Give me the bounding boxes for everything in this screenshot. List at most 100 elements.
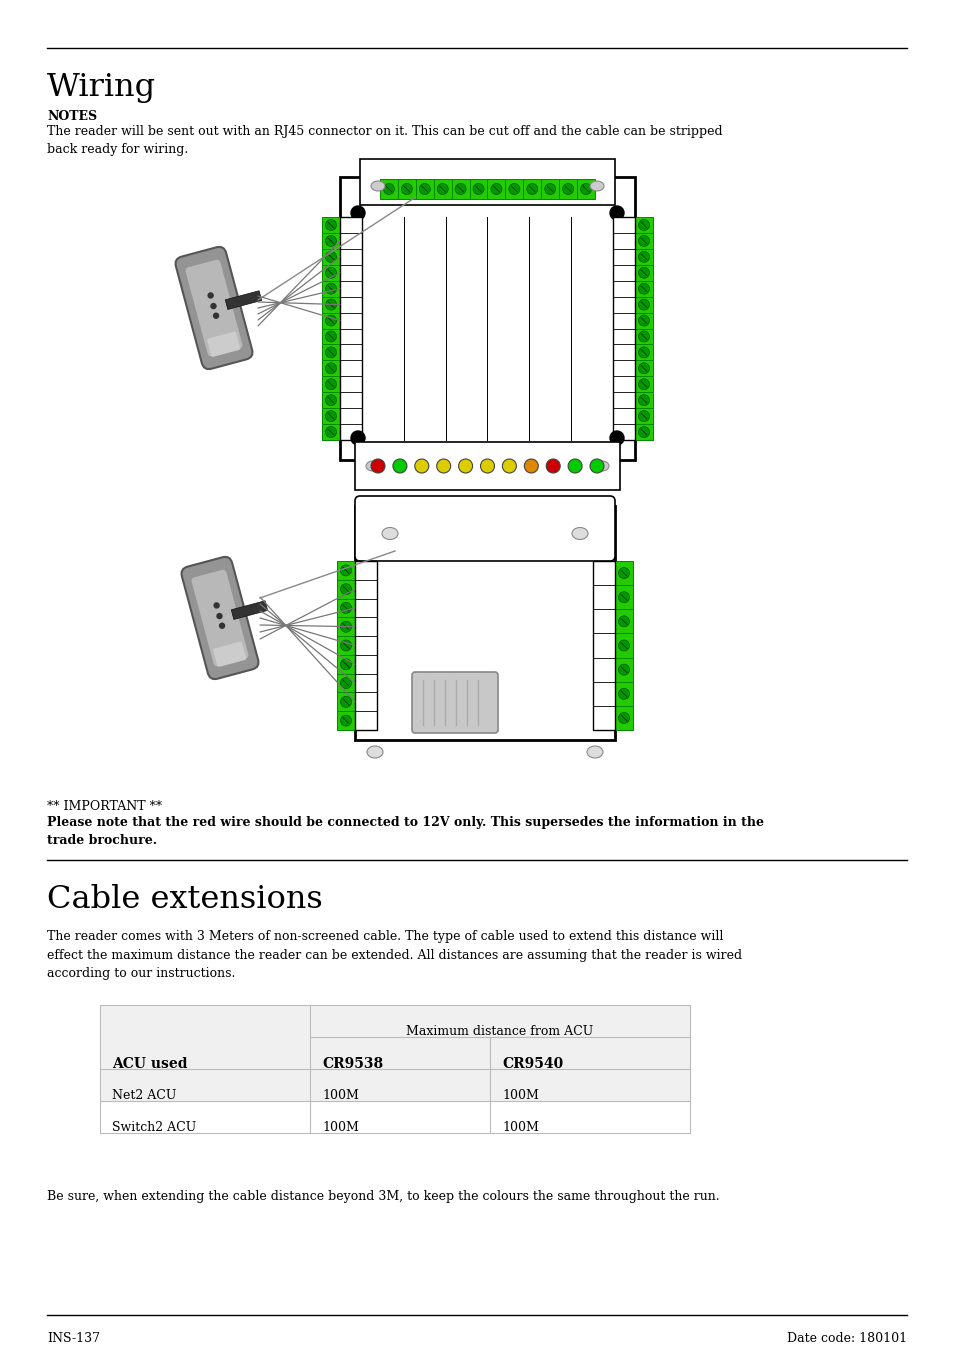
Bar	[322, 249, 339, 265]
Bar	[615, 682, 633, 705]
Circle shape	[325, 267, 336, 278]
Circle shape	[526, 184, 537, 195]
Bar	[615, 705, 633, 730]
Bar	[635, 408, 652, 424]
Bar	[558, 178, 577, 199]
Circle shape	[383, 184, 394, 195]
Circle shape	[502, 459, 516, 473]
Text: Net2 ACU: Net2 ACU	[112, 1089, 176, 1102]
Circle shape	[458, 459, 472, 473]
Ellipse shape	[572, 527, 587, 539]
Bar	[487, 178, 505, 199]
Circle shape	[638, 411, 649, 422]
Circle shape	[618, 592, 629, 603]
Bar	[336, 711, 355, 730]
Circle shape	[562, 184, 573, 195]
Bar	[322, 265, 339, 281]
Circle shape	[436, 184, 448, 195]
Ellipse shape	[367, 746, 382, 758]
Text: Cable extensions: Cable extensions	[47, 884, 322, 915]
Circle shape	[638, 299, 649, 311]
Circle shape	[325, 363, 336, 374]
FancyBboxPatch shape	[213, 642, 246, 667]
Circle shape	[351, 431, 365, 444]
Circle shape	[618, 665, 629, 676]
Circle shape	[609, 205, 623, 220]
Circle shape	[480, 459, 494, 473]
Bar	[379, 178, 397, 199]
Circle shape	[544, 184, 556, 195]
Bar	[100, 1101, 689, 1133]
Circle shape	[325, 347, 336, 358]
Circle shape	[436, 459, 450, 473]
Text: ** IMPORTANT **: ** IMPORTANT **	[47, 800, 162, 813]
Bar	[322, 392, 339, 408]
Circle shape	[213, 603, 219, 608]
Circle shape	[340, 565, 351, 576]
Bar	[322, 232, 339, 249]
Bar	[339, 218, 361, 440]
FancyBboxPatch shape	[355, 496, 615, 561]
Bar	[615, 561, 633, 585]
Bar	[635, 424, 652, 440]
Text: The reader comes with 3 Meters of non-screened cable. The type of cable used to : The reader comes with 3 Meters of non-sc…	[47, 929, 741, 979]
Circle shape	[340, 621, 351, 632]
Bar	[322, 345, 339, 361]
Circle shape	[638, 378, 649, 389]
Circle shape	[325, 299, 336, 311]
Circle shape	[638, 331, 649, 342]
Bar	[339, 177, 635, 459]
Bar	[635, 392, 652, 408]
Circle shape	[340, 640, 351, 651]
Bar	[635, 328, 652, 345]
Bar	[397, 178, 416, 199]
FancyBboxPatch shape	[175, 247, 253, 369]
Bar	[635, 218, 652, 232]
Text: Please note that the red wire should be connected to 12V only. This supersedes t: Please note that the red wire should be …	[47, 816, 763, 847]
Circle shape	[638, 251, 649, 262]
Circle shape	[508, 184, 519, 195]
Bar	[225, 290, 261, 309]
Bar	[336, 655, 355, 674]
Circle shape	[325, 378, 336, 389]
Circle shape	[638, 235, 649, 246]
Bar	[336, 561, 355, 580]
Circle shape	[401, 184, 412, 195]
Text: ACU used: ACU used	[112, 1056, 188, 1071]
Circle shape	[371, 459, 385, 473]
Text: INS-137: INS-137	[47, 1332, 100, 1346]
Bar	[635, 361, 652, 377]
Circle shape	[567, 459, 581, 473]
Circle shape	[219, 623, 224, 628]
Bar	[635, 249, 652, 265]
Bar	[322, 297, 339, 312]
Circle shape	[609, 431, 623, 444]
Bar	[355, 507, 615, 740]
Bar	[359, 159, 615, 205]
FancyBboxPatch shape	[192, 570, 248, 666]
Circle shape	[419, 184, 430, 195]
Bar	[469, 178, 487, 199]
Bar	[635, 345, 652, 361]
Circle shape	[216, 613, 222, 619]
Bar	[523, 178, 540, 199]
Circle shape	[638, 427, 649, 438]
Text: Switch2 ACU: Switch2 ACU	[112, 1121, 196, 1133]
Bar	[100, 1005, 689, 1133]
Text: CR9538: CR9538	[322, 1056, 383, 1071]
Circle shape	[340, 696, 351, 708]
Circle shape	[325, 251, 336, 262]
Circle shape	[325, 394, 336, 405]
Circle shape	[618, 688, 629, 700]
Bar	[336, 617, 355, 636]
Circle shape	[618, 712, 629, 723]
Circle shape	[340, 715, 351, 725]
Bar	[416, 178, 434, 199]
Circle shape	[638, 267, 649, 278]
Bar	[322, 312, 339, 328]
Ellipse shape	[371, 181, 385, 190]
Bar	[100, 1005, 689, 1133]
Bar	[451, 178, 469, 199]
Bar	[635, 377, 652, 392]
Bar	[635, 281, 652, 297]
